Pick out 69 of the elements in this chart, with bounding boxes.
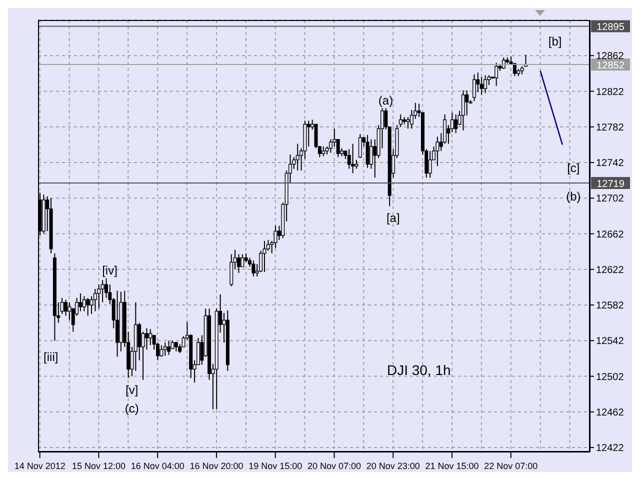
candlestick <box>144 328 148 350</box>
candlestick <box>480 76 484 96</box>
annotation: [iii] <box>44 350 58 364</box>
y-tick-label: 12702 <box>596 194 624 205</box>
y-tick-label: 12862 <box>596 51 624 62</box>
x-tick-label: 16 Nov 04:00 <box>130 461 184 471</box>
candlestick <box>167 340 171 356</box>
candlestick <box>512 62 516 77</box>
candlestick <box>160 344 164 358</box>
candlestick <box>230 254 234 287</box>
candlestick <box>296 143 300 172</box>
candlestick <box>398 114 402 128</box>
candlestick <box>454 114 458 134</box>
candlestick <box>366 134 370 168</box>
x-tick-label: 21 Nov 15:00 <box>425 461 479 471</box>
candlestick <box>472 74 476 102</box>
x-tick-label: 20 Nov 07:00 <box>307 461 362 471</box>
candlestick <box>86 297 90 316</box>
candlestick <box>68 302 72 321</box>
candlestick <box>78 292 82 312</box>
annotation: [iv] <box>102 264 118 278</box>
candlestick <box>93 288 97 312</box>
candlestick <box>82 296 86 312</box>
annotation: [a] <box>386 211 400 225</box>
annotation: [c] <box>567 161 580 176</box>
candlestick <box>148 328 152 346</box>
x-tick-label: 20 Nov 23:00 <box>366 461 420 471</box>
annotation: (c) <box>124 402 139 416</box>
candlestick <box>494 62 498 86</box>
y-tick-label: 12662 <box>596 229 624 240</box>
ref-line-label: 12895 <box>596 22 625 34</box>
text: DJI 30, 1h <box>386 362 451 378</box>
candlestick <box>236 254 240 274</box>
x-tick-label: 14 Nov 2012 <box>14 461 66 471</box>
y-tick-label: 12582 <box>596 300 624 312</box>
annotation: (b) <box>566 190 581 204</box>
y-tick-label: 12622 <box>596 264 624 276</box>
y-tick-label: 12742 <box>596 158 624 170</box>
x-tick-label: 16 Nov 20:00 <box>190 461 244 471</box>
annotation: [v] <box>126 382 138 397</box>
candlestick <box>262 240 266 273</box>
candlestick <box>436 136 440 167</box>
x-tick-label: 15 Nov 12:00 <box>72 461 126 471</box>
x-tick-label: 22 Nov 07:00 <box>484 461 538 471</box>
candlestick <box>240 254 244 268</box>
candlestick <box>461 90 465 131</box>
y-tick-label: 12422 <box>596 443 624 454</box>
candlestick <box>64 299 68 316</box>
y-tick-label: 12822 <box>596 86 624 98</box>
candlestick <box>97 284 101 310</box>
candlestick <box>465 90 469 116</box>
y-tick-label: 12542 <box>596 336 624 348</box>
candlestick <box>428 150 432 178</box>
x-tick-label: 19 Nov 15:00 <box>248 461 302 471</box>
candlestick <box>351 143 355 174</box>
candlestick <box>252 260 256 278</box>
y-tick-label: 12782 <box>596 122 624 134</box>
annotation: [b] <box>548 34 562 49</box>
candlestick <box>163 342 167 356</box>
ref-line-label: 12852 <box>596 60 625 72</box>
candlestick <box>116 290 120 358</box>
candlestick <box>484 74 488 94</box>
y-tick-label: 12462 <box>596 407 624 418</box>
candlestick <box>358 134 362 159</box>
annotation: (a) <box>378 93 394 108</box>
candlestick <box>322 146 326 157</box>
candlestick <box>406 116 410 130</box>
ref-line-label: 12719 <box>596 179 625 190</box>
y-tick-label: 12502 <box>596 372 624 383</box>
